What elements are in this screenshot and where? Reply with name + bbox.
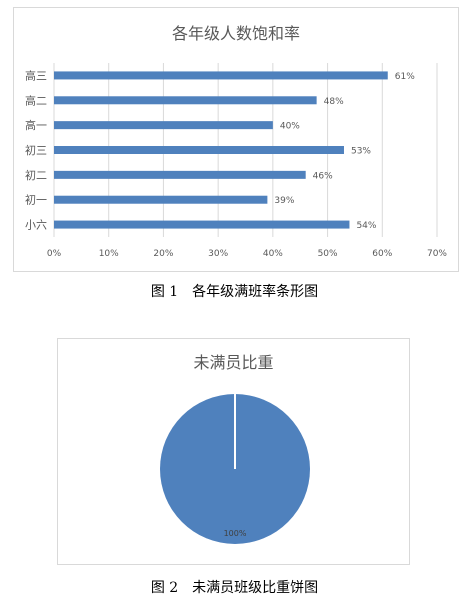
pie-chart-title: 未满员比重 (193, 353, 274, 372)
bar (54, 96, 317, 105)
bar (54, 71, 388, 80)
bar-chart-title: 各年级人数饱和率 (171, 24, 300, 43)
bar (54, 146, 344, 154)
y-category-label: 高三 (25, 68, 47, 82)
x-tick-label: 30% (208, 249, 228, 259)
bar-data-label: 40% (280, 122, 300, 132)
bar-chart-svg: 0% 10% 20% 30% 40% 50% 60% 70% 高三 61% 高二 48% 高一 40% 初三… (25, 63, 447, 259)
x-tick-label: 50% (318, 249, 338, 259)
pie-chart-panel: 未满员比重 100% (57, 338, 410, 565)
bar (54, 220, 350, 229)
bar-data-label: 54% (356, 221, 376, 231)
bar (54, 170, 306, 179)
bar-chart-panel: 各年级人数饱和率 0% 10% 20% 30% 40% 50% 60% 70% 高三 61% 高二 4… (13, 7, 459, 272)
y-category-label: 小六 (25, 219, 47, 232)
y-category-label: 初一 (25, 193, 47, 207)
pie-chart-svg: 100% (160, 394, 310, 544)
y-category-label: 初三 (25, 143, 47, 157)
x-tick-label: 10% (99, 249, 119, 259)
bar-data-label: 48% (324, 97, 344, 107)
figure-2-caption: 图 2 未满员班级比重饼图 (150, 580, 319, 596)
x-tick-label: 70% (427, 249, 447, 259)
bar (54, 195, 268, 204)
y-category-label: 初二 (25, 168, 47, 182)
bar-data-label: 46% (313, 171, 333, 181)
x-tick-label: 40% (263, 249, 283, 259)
x-tick-label: 20% (153, 249, 173, 259)
bar (54, 121, 273, 130)
x-tick-label: 60% (372, 249, 392, 259)
pie-data-label: 100% (224, 529, 247, 538)
y-category-label: 高一 (25, 118, 47, 132)
y-category-label: 高二 (25, 93, 47, 107)
bar-data-label: 61% (395, 72, 415, 82)
bar-data-label: 39% (274, 196, 294, 206)
x-tick-label: 0% (47, 249, 62, 259)
figure-1-caption: 图 1 各年级满班率条形图 (150, 284, 319, 300)
bar-data-label: 53% (351, 147, 371, 157)
